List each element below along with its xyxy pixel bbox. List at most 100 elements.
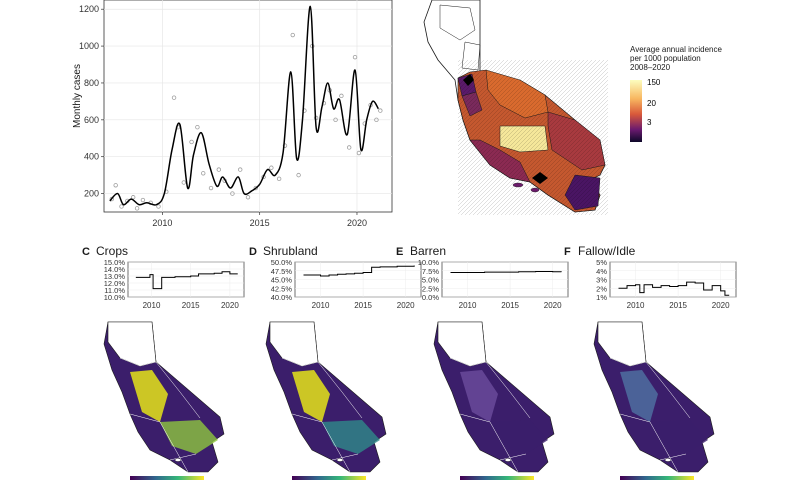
county-black-marker: [463, 74, 474, 86]
map-valley-fill: [292, 370, 330, 422]
land-cover-maps: [103, 321, 715, 480]
observed-point: [290, 32, 295, 38]
legend-title: Average annual incidence per 1000 populat…: [630, 45, 722, 72]
panel-frame: [127, 261, 245, 298]
x-tick-label: 2015: [250, 218, 270, 228]
legend-title-line: Average annual incidence: [630, 45, 722, 54]
main-gridlines: [104, 0, 392, 212]
panel-x-tick-label: 2010: [459, 301, 477, 310]
channel-island: [530, 187, 540, 193]
map-colorbar: [292, 476, 366, 480]
observed-point: [333, 117, 338, 123]
panel-title: Barren: [410, 244, 446, 258]
panel-x-tick-label: 2020: [712, 301, 730, 310]
panel-y-tick-label: 40.0%: [271, 293, 293, 302]
panel-y-tick-label: 11.0%: [104, 286, 125, 295]
panel-x-tick-label: 2010: [627, 301, 645, 310]
legend-label-high: 150: [647, 78, 661, 87]
monthly-cases-chart: 200 400 600 800 1000 1200 2010 2015 2020 Monthl…: [72, 0, 393, 228]
panel-letter: E: [396, 246, 403, 258]
panel-y-tick-label: 5.0%: [422, 276, 439, 285]
panel-x-tick-label: 2010: [312, 301, 330, 310]
panel-y-tick-label: 10.0%: [104, 293, 126, 302]
panel-letter: C: [82, 246, 90, 258]
panel-y-tick-label: 42.5%: [271, 284, 293, 293]
observed-point: [201, 171, 206, 176]
main-plot-frame: [103, 0, 393, 213]
observed-point: [346, 145, 352, 150]
panel-y-tick-label: 14.0%: [104, 265, 126, 274]
land-cover-panels: C Crops15.0%14.0%13.0%12.0%11.0%10.0%2010…: [82, 244, 737, 310]
observed-point: [130, 195, 136, 200]
panel-series-line: [450, 270, 562, 273]
map-colorbar: [620, 476, 694, 480]
panel-y-tick-label: 3%: [596, 276, 607, 285]
observed-point: [356, 150, 362, 156]
map-island: [336, 458, 344, 462]
legend-label-mid: 20: [647, 99, 656, 108]
panel-x-tick-label: 2015: [501, 301, 519, 310]
panel-y-tick-label: 50.0%: [271, 258, 293, 267]
main-y-ticks: 200 400 600 800 1000 1200: [79, 4, 104, 199]
panel-series-line: [618, 281, 730, 296]
map-south-fill: [322, 420, 380, 454]
y-tick-label: 600: [84, 115, 99, 125]
y-tick-label: 800: [84, 78, 99, 88]
observed-point: [374, 117, 379, 123]
panel-x-tick-label: 2015: [182, 301, 200, 310]
panel-letter: D: [249, 246, 257, 258]
panel-y-tick-label: 12.0%: [104, 279, 126, 288]
observed-point: [181, 180, 186, 185]
observed-point: [238, 167, 243, 172]
panel-x-tick-label: 2015: [354, 301, 372, 310]
legend-title-line: per 1000 population: [630, 54, 701, 63]
panel-y-tick-label: 15.0%: [104, 258, 126, 267]
observed-point: [253, 185, 258, 191]
observed-point: [156, 204, 161, 209]
y-tick-label: 400: [84, 152, 99, 162]
smoothed-line: [109, 5, 380, 206]
panel-series-line: [135, 271, 238, 290]
y-tick-label: 1000: [79, 41, 99, 51]
panel-series-line: [303, 265, 415, 277]
observed-point: [339, 93, 344, 99]
panel-letter: F: [564, 246, 571, 258]
observed-point: [216, 167, 222, 172]
land-cover-map: [433, 321, 555, 480]
map-island: [504, 458, 512, 462]
observed-point: [296, 172, 301, 178]
panel-y-tick-label: 45.0%: [271, 276, 293, 285]
map-island: [664, 458, 672, 462]
panel-x-tick-label: 2020: [221, 301, 239, 310]
panel-x-tick-label: 2015: [669, 301, 687, 310]
map-county-lines: [119, 357, 201, 473]
map-county-lines: [609, 357, 691, 473]
observed-point: [378, 108, 383, 113]
panel-y-tick-label: 7.5%: [422, 267, 439, 276]
panel-y-tick-label: 2%: [596, 284, 607, 293]
observed-point: [140, 197, 146, 203]
observed-point: [208, 185, 214, 191]
map-south-fill: [160, 420, 218, 454]
x-tick-label: 2010: [152, 218, 172, 228]
map-valley-fill: [130, 370, 168, 422]
observed-point: [171, 95, 177, 100]
panel-x-tick-label: 2010: [143, 301, 161, 310]
observed-point: [352, 54, 358, 60]
observed-point: [134, 206, 140, 211]
panel-y-tick-label: 4%: [596, 267, 607, 276]
panel-title: Shrubland: [263, 244, 318, 258]
panel-x-tick-label: 2020: [544, 301, 562, 310]
legend-label-low: 3: [647, 118, 652, 127]
map-island: [174, 458, 182, 462]
map-valley-fill: [460, 370, 498, 422]
observed-point: [113, 183, 118, 188]
observed-point: [109, 196, 114, 202]
observed-point: [195, 124, 200, 130]
land-cover-map: [103, 321, 225, 480]
panel-y-tick-label: 47.5%: [271, 267, 293, 276]
